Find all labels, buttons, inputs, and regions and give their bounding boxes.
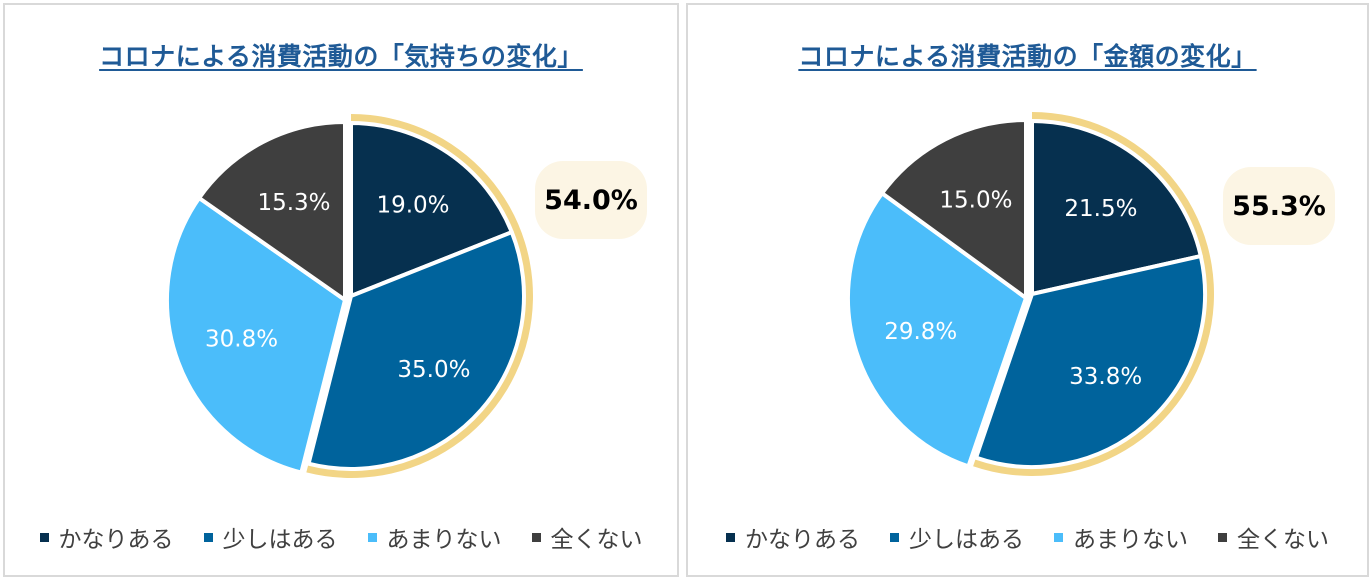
legend-swatch xyxy=(1054,532,1063,542)
legend-label: 全くない xyxy=(550,527,643,553)
legend-item: 少しはある xyxy=(890,520,1024,554)
chart-panel-feelings: コロナによる消費活動の「気持ちの変化」 19.0% 35.0% 30.8% 15.3%… xyxy=(3,3,679,577)
chart-title: コロナによる消費活動の「気持ちの変化」 xyxy=(99,42,583,71)
legend-item: 全くない xyxy=(531,520,643,554)
data-label-2: 35.0% xyxy=(397,357,470,383)
data-label-3: 30.8% xyxy=(205,326,278,352)
chart-title: コロナによる消費活動の「金額の変化」 xyxy=(798,42,1257,71)
legend-label: あまりない xyxy=(1073,527,1188,553)
legend-item: かなりある xyxy=(726,520,860,554)
data-label-4: 15.3% xyxy=(257,190,330,216)
pie-slice-2 xyxy=(306,230,526,471)
legend-label: 少しはある xyxy=(909,527,1024,553)
pie-chart-feelings: 19.0% 35.0% 30.8% 15.3% xyxy=(165,114,533,478)
data-label-1: 21.5% xyxy=(1064,196,1137,222)
chart-legend: かなりある 少しはある あまりない 全くない xyxy=(5,520,677,554)
data-label-4: 15.0% xyxy=(939,188,1012,214)
chart-panel-amount: コロナによる消費活動の「金額の変化」 21.5% 33.8% 29.8% 15.0% … xyxy=(686,3,1369,577)
pie-slice-1 xyxy=(349,121,514,298)
pie-slice-1 xyxy=(1030,119,1203,296)
pie-chart-amount: 21.5% 33.8% 29.8% 15.0% xyxy=(846,112,1214,476)
legend-label: あまりない xyxy=(386,527,502,553)
legend-label: かなりある xyxy=(58,527,174,553)
data-label-3: 29.8% xyxy=(884,319,957,345)
legend-item: かなりある xyxy=(39,520,174,554)
data-label-2: 33.8% xyxy=(1069,364,1142,390)
legend-item: 全くない xyxy=(1218,520,1329,554)
legend-swatch xyxy=(531,532,541,542)
pie-slice-2 xyxy=(974,254,1207,469)
pie-slice-4 xyxy=(880,118,1028,300)
pie-slice-3 xyxy=(846,191,1028,469)
data-label-1: 19.0% xyxy=(376,193,449,219)
chart-legend: かなりある 少しはある あまりない 全くない xyxy=(688,520,1367,554)
legend-swatch xyxy=(367,532,377,542)
legend-label: かなりある xyxy=(745,527,860,553)
legend-swatch xyxy=(1218,532,1227,542)
highlight-total-callout: 54.0% xyxy=(535,161,647,239)
legend-item: あまりない xyxy=(367,520,502,554)
legend-swatch xyxy=(203,532,213,542)
pie-slice-3 xyxy=(165,195,347,475)
legend-swatch xyxy=(890,532,899,542)
pie-slice-4 xyxy=(197,120,347,302)
legend-swatch xyxy=(39,532,49,542)
legend-label: 少しはある xyxy=(222,527,338,553)
legend-label: 全くない xyxy=(1237,527,1329,553)
legend-item: 少しはある xyxy=(203,520,338,554)
legend-item: あまりない xyxy=(1054,520,1188,554)
legend-swatch xyxy=(726,532,735,542)
highlight-total-callout: 55.3% xyxy=(1223,167,1335,245)
